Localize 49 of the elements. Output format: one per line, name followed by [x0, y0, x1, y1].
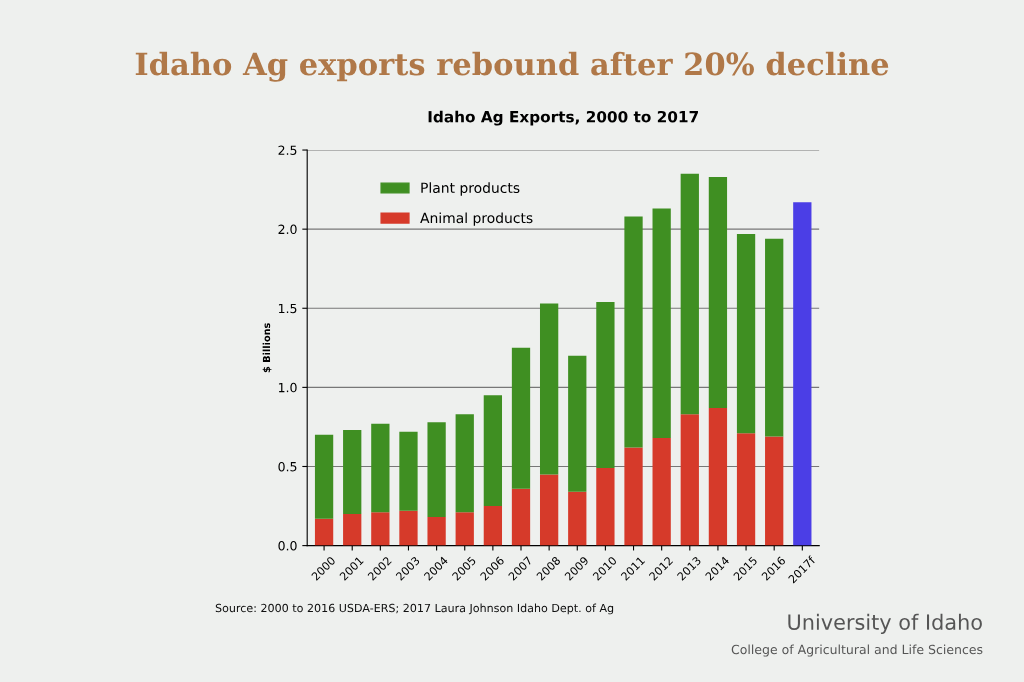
bar	[427, 422, 446, 518]
bar	[736, 233, 756, 434]
bar	[371, 423, 390, 513]
y-tick-label: 1.0	[278, 382, 297, 393]
bar	[652, 438, 671, 546]
y-tick-label: 2.0	[278, 224, 297, 235]
bar	[427, 517, 446, 546]
y-tick-label: 2.5	[278, 145, 297, 155]
y-tick-label: 0.5	[278, 461, 297, 472]
bar	[455, 512, 474, 546]
bar	[765, 238, 784, 437]
bar	[568, 491, 587, 546]
bar	[314, 518, 334, 546]
bar	[596, 301, 615, 469]
bar	[314, 434, 334, 519]
source-note: Source: 2000 to 2016 USDA-ERS; 2017 Laura Johnson Idaho Dept. of Ag	[215, 603, 614, 615]
y-tick-label: 1.5	[278, 303, 297, 314]
legend-label: Animal products	[420, 212, 533, 226]
bar	[708, 407, 728, 546]
bar	[596, 468, 615, 546]
bar	[765, 436, 784, 546]
bar	[736, 433, 756, 546]
bar	[708, 176, 728, 408]
chart-subtitle: Idaho Ag Exports, 2000 to 2017	[428, 110, 698, 126]
bar	[539, 474, 559, 546]
bar	[652, 208, 671, 439]
legend-label: Plant products	[421, 182, 520, 196]
bar	[483, 395, 503, 507]
bar	[343, 513, 362, 546]
bar	[511, 347, 531, 489]
bar	[793, 202, 812, 546]
bar	[455, 414, 474, 513]
text: College of Agricultural and Life Sciences	[731, 644, 983, 657]
bar	[624, 447, 643, 546]
y-axis-title: $ Billions	[262, 323, 272, 373]
bar	[399, 431, 418, 511]
bar	[483, 506, 503, 546]
bar	[568, 355, 587, 492]
y-tick-label: 0.0	[278, 541, 297, 551]
bar	[680, 173, 699, 415]
text: University of Idaho	[788, 613, 982, 634]
bar	[371, 512, 390, 546]
bar	[399, 510, 418, 546]
bar	[511, 488, 531, 546]
bar	[539, 303, 559, 475]
bar	[343, 430, 362, 514]
chart-title: Idaho Ag exports rebound after 20% decline	[135, 51, 889, 82]
bar	[680, 414, 699, 546]
bar	[624, 216, 643, 448]
